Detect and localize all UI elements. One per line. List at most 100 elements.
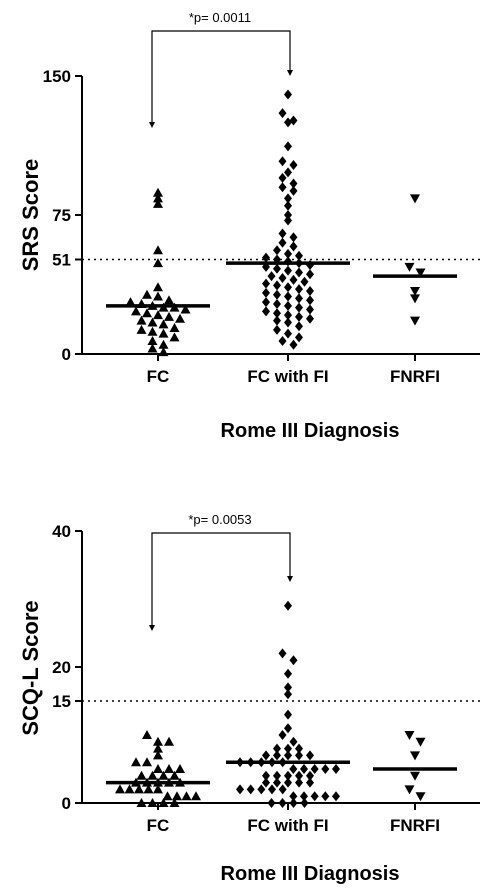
data-point	[158, 770, 169, 780]
data-point	[415, 268, 426, 278]
data-point	[321, 764, 330, 774]
data-point	[153, 198, 163, 208]
data-point	[295, 770, 303, 781]
data-point	[262, 770, 270, 781]
data-point	[153, 282, 163, 292]
y-tick-label: 75	[52, 206, 71, 225]
data-point	[153, 784, 163, 794]
data-point	[278, 228, 287, 239]
data-point	[158, 328, 169, 338]
data-point	[153, 245, 163, 255]
significance-bracket	[149, 532, 293, 631]
data-point	[289, 185, 298, 196]
data-point	[125, 297, 136, 307]
y-tick-label: 40	[52, 522, 71, 541]
arrowhead	[149, 625, 155, 631]
data-point	[153, 258, 163, 268]
data-point	[162, 791, 173, 801]
data-point	[306, 770, 314, 781]
data-point	[147, 343, 158, 353]
data-point	[169, 798, 180, 807]
data-point	[284, 668, 292, 679]
data-point	[415, 792, 426, 802]
data-point	[153, 743, 163, 753]
data-point	[278, 648, 287, 659]
arrowhead	[287, 576, 293, 582]
data-point	[262, 750, 270, 761]
data-point	[181, 791, 192, 801]
data-point	[284, 777, 292, 788]
data-point	[180, 304, 191, 314]
data-point	[404, 731, 415, 740]
data-point	[278, 172, 287, 183]
data-point	[147, 770, 158, 780]
data-point	[284, 328, 292, 339]
x-tick-label: FC with FI	[247, 367, 328, 386]
data-point	[404, 262, 415, 272]
data-point	[278, 237, 287, 248]
data-point	[143, 784, 154, 794]
data-point	[267, 271, 276, 282]
data-point	[273, 308, 281, 319]
data-point	[295, 284, 303, 295]
data-point	[284, 600, 292, 611]
data-point	[284, 750, 292, 761]
series-fc-with-fi	[236, 600, 340, 808]
data-point	[278, 730, 287, 740]
bracket-line	[151, 30, 291, 124]
data-point	[153, 310, 163, 320]
data-point	[273, 280, 281, 291]
y-tick-label: 0	[62, 794, 71, 813]
data-point	[284, 265, 292, 276]
data-point	[295, 321, 303, 332]
series-fc	[115, 730, 201, 807]
x-tick-label: FNRFI	[390, 816, 440, 835]
data-point	[175, 313, 185, 323]
data-point	[289, 798, 298, 808]
data-point	[289, 764, 298, 774]
data-point	[147, 326, 158, 336]
data-point	[246, 784, 255, 795]
data-point	[300, 276, 309, 287]
data-point	[284, 743, 292, 754]
data-point	[284, 117, 292, 128]
data-point	[257, 784, 266, 795]
data-point	[153, 764, 163, 773]
data-point	[310, 791, 319, 802]
data-point	[410, 286, 420, 296]
srs-panel: SRS Score Rome III Diagnosis *p= 0.0011 …	[18, 10, 484, 442]
data-point	[262, 287, 270, 298]
arrowhead	[287, 70, 293, 76]
data-point	[268, 784, 276, 795]
data-point	[172, 791, 182, 801]
data-point	[278, 336, 287, 347]
data-point	[300, 764, 308, 774]
data-point	[262, 297, 270, 308]
data-point	[284, 167, 292, 178]
data-point	[147, 317, 158, 327]
data-point	[295, 293, 303, 304]
data-point	[410, 294, 420, 304]
data-point	[284, 141, 292, 152]
data-point	[306, 750, 314, 761]
data-point	[410, 751, 420, 761]
data-point	[153, 736, 163, 746]
data-point	[136, 324, 147, 334]
significance-label: *p= 0.0011	[189, 10, 251, 25]
data-point	[289, 655, 298, 666]
data-point	[284, 770, 292, 781]
x-axis-title: Rome III Diagnosis	[221, 863, 400, 885]
data-point	[289, 791, 298, 802]
data-point	[404, 785, 415, 795]
x-axis-title: Rome III Diagnosis	[221, 420, 400, 442]
data-point	[273, 743, 281, 754]
y-tick-label: 15	[52, 692, 71, 711]
data-point	[142, 730, 152, 739]
data-point	[284, 200, 292, 211]
data-point	[321, 791, 330, 802]
x-tick-label: FNRFI	[390, 367, 440, 386]
data-point	[410, 316, 420, 326]
data-point	[153, 187, 163, 197]
data-point	[153, 750, 163, 760]
